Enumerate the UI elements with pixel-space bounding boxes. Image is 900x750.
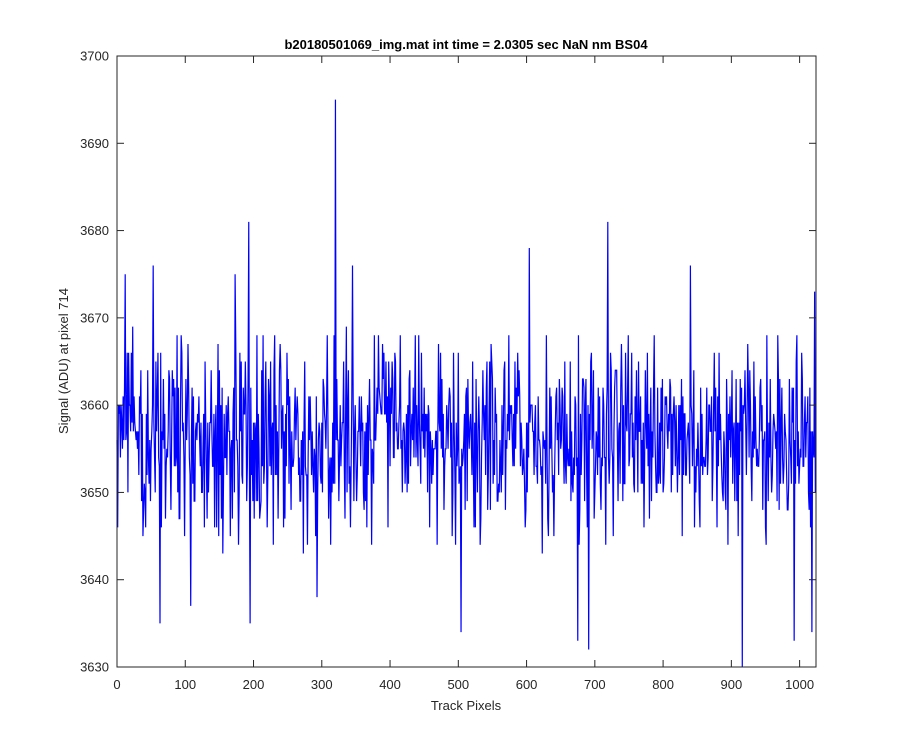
y-tick-label: 3690 xyxy=(80,136,109,151)
x-tick-label: 700 xyxy=(584,677,606,692)
y-tick-label: 3650 xyxy=(80,485,109,500)
x-axis-label: Track Pixels xyxy=(431,698,502,713)
series-layer xyxy=(116,99,816,668)
x-tick-label: 1000 xyxy=(785,677,814,692)
plot-area xyxy=(117,56,816,667)
x-tick-label: 400 xyxy=(379,677,401,692)
axes-box xyxy=(116,55,817,668)
x-tick-label: 800 xyxy=(652,677,674,692)
x-tick-label: 100 xyxy=(174,677,196,692)
y-tick-label: 3700 xyxy=(80,49,109,64)
x-tick-label: 500 xyxy=(447,677,469,692)
x-tick-label: 900 xyxy=(721,677,743,692)
x-tick-label: 0 xyxy=(113,677,120,692)
y-axis-label: Signal (ADU) at pixel 714 xyxy=(56,288,71,434)
x-tick-label: 300 xyxy=(311,677,333,692)
chart-title: b20180501069_img.mat int time = 2.0305 s… xyxy=(284,37,648,52)
y-tick-label: 3640 xyxy=(80,572,109,587)
x-tick-label: 200 xyxy=(243,677,265,692)
series-line xyxy=(116,99,816,668)
x-axis-ticks: 0 100 200 300 400 500 600 700 800 900 1000 xyxy=(113,56,814,692)
y-axis-ticks: 3630 3640 3650 3660 3670 3680 3690 3700 xyxy=(80,49,816,675)
y-tick-label: 3660 xyxy=(80,398,109,413)
y-tick-label: 3670 xyxy=(80,310,109,325)
y-tick-label: 3680 xyxy=(80,223,109,238)
y-tick-label: 3630 xyxy=(80,660,109,675)
x-tick-label: 600 xyxy=(516,677,538,692)
